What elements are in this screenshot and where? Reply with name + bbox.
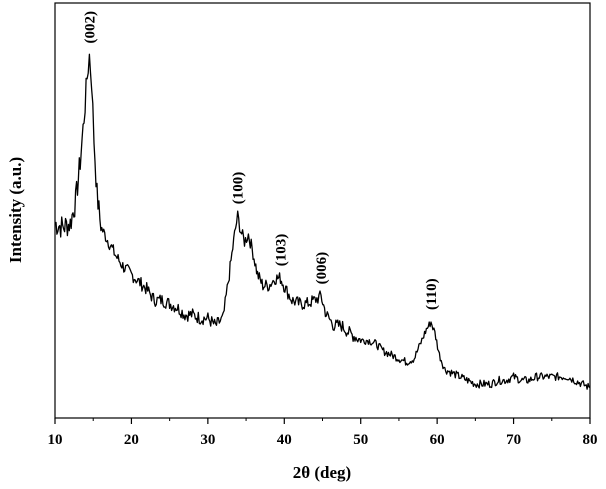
x-tick-label: 40 (277, 432, 292, 448)
peak-label-006: (006) (314, 252, 330, 285)
peak-label-103: (103) (274, 234, 290, 267)
x-tick-label: 10 (48, 432, 63, 448)
peak-label-100: (100) (231, 172, 247, 205)
x-axis-tick-labels: 10 20 30 40 50 60 70 80 (48, 432, 598, 448)
x-tick-label: 30 (200, 432, 215, 448)
x-tick-label: 60 (430, 432, 445, 448)
x-axis-label: 2θ (deg) (293, 463, 351, 482)
plot-frame (54, 2, 591, 419)
peak-annotations: (002) (100) (103) (006) (110) (82, 11, 440, 310)
series-line (54, 53, 591, 390)
x-tick-label: 80 (583, 432, 598, 448)
x-tick-label: 50 (353, 432, 368, 448)
peak-label-002: (002) (82, 11, 98, 44)
x-tick-label: 20 (124, 432, 139, 448)
peak-label-110: (110) (424, 278, 440, 310)
x-tick-label: 70 (506, 432, 521, 448)
y-axis-label: Intensity (a.u.) (6, 157, 25, 263)
x-axis-ticks (54, 418, 591, 424)
